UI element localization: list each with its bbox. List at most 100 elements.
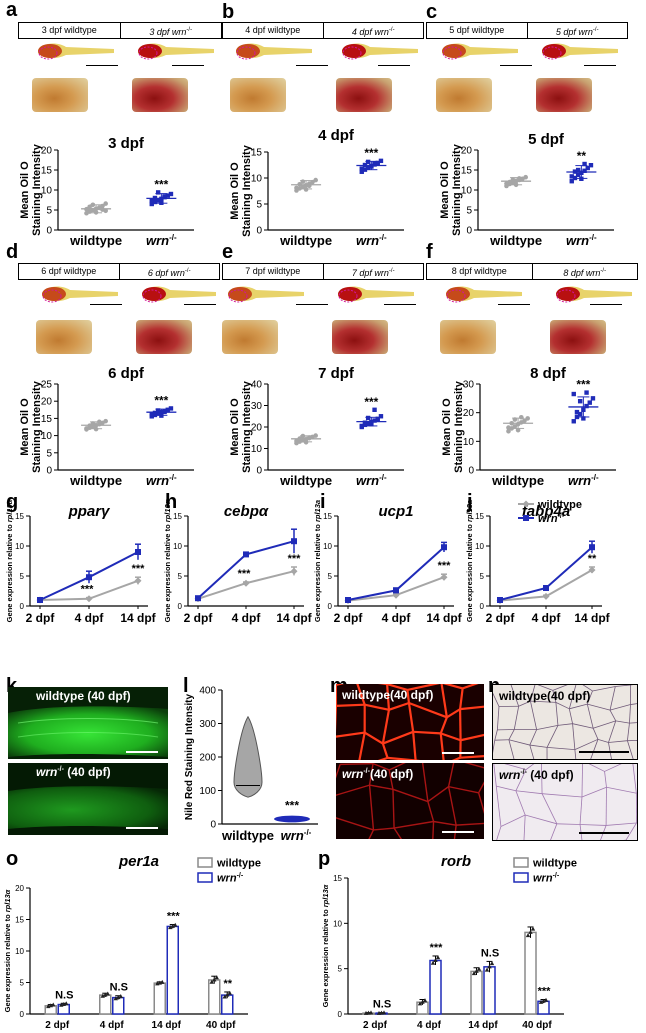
chart-h-ylabel: Gene expression relative to rpl13α — [163, 499, 172, 622]
chart-o-ylabel-text: Gene expression relative to — [3, 912, 12, 1012]
chart-i-xtick-label-1: 4 dpf — [382, 611, 412, 625]
chart-o-xtick-label-2: 14 dpf — [152, 1020, 182, 1031]
chart-g-xtick-label-1: 4 dpf — [75, 611, 105, 625]
larva-d-mut — [142, 286, 216, 303]
chart-f-ylabel: Mean Oil OStaining Intensity — [441, 380, 465, 473]
chart-i-title: ucp1 — [378, 503, 413, 520]
header-e-mutant: 7 dpf wrn-/- — [322, 264, 424, 279]
larva-b-mut — [342, 43, 418, 60]
chart-j-point-wildtype-1 — [542, 592, 550, 600]
scale-bar-e-wt — [296, 304, 328, 305]
chart-o-ytick-label-1: 5 — [20, 979, 25, 988]
micrograph-k-mutant-label: wrn-/- (40 dpf) — [36, 765, 111, 779]
chart-j-xtick-label-0: 2 dpf — [486, 611, 516, 625]
m-mutant-cells — [336, 763, 484, 839]
chart-g-point-wildtype-2 — [134, 577, 142, 585]
chart-p-dot-wrn-3-2 — [543, 997, 549, 1002]
chart-f-point-wrn-7 — [571, 391, 576, 397]
chart-i-xtick-label-0: 2 dpf — [334, 611, 364, 625]
chart-f-point-wildtype-5 — [522, 418, 527, 423]
chart-o-legend-swatch-wrn — [197, 872, 213, 883]
chart-j-ytick-label-0: 0 — [480, 602, 485, 611]
chart-a-ylabel-line1: Mean Oil O — [19, 161, 31, 219]
scale-bar-m2 — [442, 831, 474, 833]
scale-bar-d-wt — [90, 304, 122, 305]
chart-e-ytick-label-4: 40 — [251, 380, 263, 391]
header-d-wildtype: 6 dpf wildtype — [41, 266, 97, 276]
chart-h-title: cebpα — [224, 503, 269, 520]
panel-letter-a: a — [6, 0, 18, 21]
chart-o-dot-wrn-3-1 — [225, 992, 230, 997]
m-mutant-gene: wrn — [342, 767, 364, 781]
chart-c-point-wrn-6 — [588, 163, 594, 168]
header-c-mutant: 5 dpf wrn-/- — [526, 23, 628, 38]
k-mutant-gene: wrn — [36, 765, 58, 779]
header-a-mutant: 3 dpf wrn-/- — [119, 23, 222, 38]
chart-f-point-wrn-2 — [577, 411, 583, 417]
chart-g-significance-1: *** — [81, 584, 95, 596]
chart-p-xtick-label-2: 14 dpf — [468, 1020, 498, 1031]
m-mutant-sup: -/- — [363, 768, 370, 775]
micrograph-k-wildtype: wildtype (40 dpf) — [8, 687, 168, 759]
larva-b-wt — [236, 43, 312, 60]
chart-o-ytick-label-2: 10 — [15, 947, 24, 956]
chart-e-title: 7 dpf — [318, 365, 355, 382]
chart-a-xtick-label-0: wildtype — [69, 233, 122, 248]
chart-o-ylabel: Gene expression relative to rpl13α — [3, 889, 12, 1012]
chart-b-point-wrn-5 — [375, 160, 380, 166]
chart-p-bar-wildtype-3 — [524, 931, 537, 1015]
chart-f-ytick-label-2: 20 — [463, 408, 475, 419]
chart-j-ytick-label-1: 5 — [480, 572, 485, 581]
chart-c-ytick-label-1: 5 — [466, 206, 472, 217]
chart-f-ytick-label-3: 30 — [463, 380, 475, 391]
chart-b-point-wildtype-10 — [303, 187, 309, 192]
chart-l-ytick-label-4: 400 — [199, 686, 216, 697]
chart-p-dot-wrn-1-1 — [433, 958, 438, 963]
chart-i-significance-2: *** — [438, 560, 452, 572]
header-f-mutant: 8 dpf wrn-/- — [531, 264, 638, 279]
panel-letter-o: o — [6, 848, 19, 870]
chart-a-point-wrn-2 — [155, 198, 161, 203]
micrograph-k-mutant: wrn-/- (40 dpf) — [8, 763, 168, 835]
chart-e-xtick-label-1: wrn-/- — [356, 473, 387, 488]
chart-p-ytick-label-1: 5 — [338, 965, 343, 974]
panel-letter-e: e — [222, 241, 234, 263]
chart-b-xtick-label-1-text: wrn — [356, 233, 379, 248]
chart-c-point-wrn-5 — [585, 165, 590, 171]
chart-g-ytick-label-1: 5 — [20, 572, 25, 581]
chart-p-legend-swatch-wildtype — [513, 857, 529, 868]
micrograph-m-wildtype: wildtype(40 dpf) — [336, 684, 484, 760]
chart-p-dot-wildtype-0-2 — [368, 1010, 374, 1015]
chart-f-point-wrn-10 — [581, 416, 586, 421]
chart-i-point-wildtype-1 — [392, 591, 400, 599]
chart-e-ytick-label-3: 30 — [251, 401, 263, 412]
chart-e-point-wrn-11 — [372, 407, 377, 412]
chart-f-title: 8 dpf — [530, 365, 567, 382]
chart-b-point-wildtype-9 — [300, 179, 306, 184]
chart-f-point-wrn-6 — [590, 396, 596, 401]
chart-o-legend-swatch-wildtype — [197, 857, 213, 868]
header-f: 8 dpf wildtype 8 dpf wrn-/- — [426, 263, 638, 280]
chart-a-title: 3 dpf — [108, 135, 145, 152]
chart-b-ytick-label-3: 15 — [251, 148, 263, 159]
chart-b-point-wrn-6 — [378, 158, 384, 164]
larva-f-wt — [446, 286, 522, 303]
chart-f-xtick-label-1-text: wrn — [568, 473, 591, 488]
closeup-b-mut — [336, 78, 392, 112]
chart-p-significance-2: N.S — [481, 947, 499, 959]
chart-d-ytick-label-5: 25 — [41, 380, 53, 391]
chart-c-point-wrn-11 — [582, 161, 587, 167]
chart-p-dot-wildtype-2-2 — [476, 966, 482, 971]
chart-b-ytick-label-1: 5 — [256, 200, 262, 211]
scale-bar-c-wt — [500, 65, 532, 66]
panel-letter-h: h — [165, 491, 178, 513]
panel-letter-f: f — [426, 241, 433, 263]
chart-i-ytick-label-0: 0 — [328, 602, 333, 611]
chart-p-significance-0: N.S — [373, 999, 391, 1011]
